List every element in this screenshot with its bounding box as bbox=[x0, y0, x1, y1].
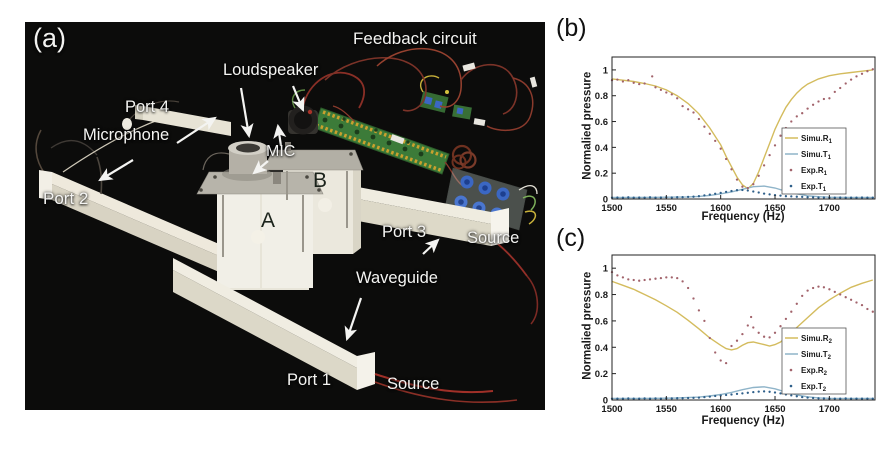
chart-b-xlabel: Frequency (Hz) bbox=[701, 211, 785, 223]
label-box-b: B bbox=[313, 169, 328, 192]
y-tick-label: 0.2 bbox=[595, 169, 608, 180]
arrow-mic-up bbox=[273, 123, 287, 147]
x-tick-label: 1500 bbox=[601, 404, 622, 415]
label-feedback-circuit: Feedback circuit bbox=[353, 29, 477, 48]
arrow-microphone-port4 bbox=[176, 116, 217, 144]
series-Exp.R2 bbox=[610, 270, 874, 365]
mic-capsule-a bbox=[273, 172, 281, 184]
port4-marker-dot bbox=[122, 118, 132, 130]
y-tick-label: 0 bbox=[603, 396, 608, 407]
x-tick-label: 1700 bbox=[819, 203, 840, 214]
panel-a-label: (a) bbox=[33, 23, 66, 53]
series-Exp.R1 bbox=[610, 68, 874, 190]
legend-entry-Exp.R1: Exp.R1 bbox=[801, 166, 828, 177]
x-tick-label: 1550 bbox=[656, 404, 677, 415]
chart-b: 1500 1550 1600 1650 1700 0 0.2 0.4 0.6 0.8 1 Simu.R… bbox=[595, 56, 876, 214]
experiment-photo-scene bbox=[25, 22, 545, 410]
label-port4: Port 4 bbox=[125, 98, 170, 116]
support-rods bbox=[222, 171, 348, 257]
chart-c: 1500 1550 1600 1650 1700 0 0.2 0.4 0.6 0.8 1 Simu.R… bbox=[595, 254, 876, 415]
arrow-loudspeaker-right bbox=[291, 85, 305, 113]
legend-entry-Simu.R2: Simu.R2 bbox=[801, 334, 833, 345]
feedback-circuit-board bbox=[313, 107, 450, 175]
arrow-port3 bbox=[422, 238, 440, 255]
y-tick-label: 0.4 bbox=[595, 143, 609, 154]
series-Exp.T1 bbox=[610, 188, 874, 199]
legend-entry-Exp.R2: Exp.R2 bbox=[801, 366, 828, 377]
label-box-a: A bbox=[261, 209, 276, 232]
label-port3: Port 3 bbox=[382, 223, 427, 241]
arrow-loudspeaker-left bbox=[239, 87, 254, 139]
x-tick-label: 1700 bbox=[819, 404, 840, 415]
arrow-mic-left bbox=[252, 160, 269, 175]
plate-screws bbox=[199, 152, 353, 192]
legend-entry-Simu.R1: Simu.R1 bbox=[801, 134, 833, 145]
arrow-microphone-probe bbox=[98, 159, 134, 182]
side-peg-b bbox=[318, 198, 332, 212]
chart-c-ylabel: Normalied pressure bbox=[581, 271, 594, 380]
label-source-bottom: Source bbox=[387, 375, 440, 393]
label-source-top: Source bbox=[467, 229, 520, 247]
x-tick-label: 1650 bbox=[764, 404, 785, 415]
chart-b-ylabel: Normalied pressure bbox=[581, 71, 594, 180]
legend-entry-Simu.T2: Simu.T2 bbox=[801, 350, 832, 361]
small-trimmer-boards bbox=[419, 75, 472, 120]
y-tick-label: 0.6 bbox=[595, 316, 608, 327]
resonator-box-a bbox=[217, 194, 313, 288]
x-tick-label: 1550 bbox=[656, 203, 677, 214]
y-tick-label: 0.2 bbox=[595, 369, 608, 380]
x-tick-label: 1500 bbox=[601, 203, 622, 214]
annotation-arrows bbox=[98, 85, 440, 342]
label-mic: MIC bbox=[266, 143, 296, 160]
label-microphone: Microphone bbox=[83, 126, 170, 144]
y-tick-label: 0 bbox=[603, 195, 608, 206]
legend-entry-Simu.T1: Simu.T1 bbox=[801, 150, 832, 161]
waveguide-port2 bbox=[39, 156, 233, 278]
y-tick-label: 0.8 bbox=[595, 290, 608, 301]
x-tick-label: 1600 bbox=[710, 404, 731, 415]
panel-c-label: (c) bbox=[556, 224, 586, 252]
legend-entry-Exp.T1: Exp.T1 bbox=[801, 182, 827, 193]
y-tick-label: 0.6 bbox=[595, 117, 608, 128]
label-port1: Port 1 bbox=[287, 371, 332, 389]
label-loudspeaker: Loudspeaker bbox=[223, 61, 319, 79]
legend-entry-Exp.T2: Exp.T2 bbox=[801, 382, 827, 393]
panel-a-photo: (a) Feedback circuit Loudspeaker Port 4 … bbox=[25, 22, 545, 410]
series-Exp.T2 bbox=[610, 390, 874, 400]
mic-capsule-b bbox=[285, 142, 291, 151]
side-peg-a bbox=[251, 230, 265, 244]
legend-box bbox=[781, 127, 847, 195]
axes-box bbox=[611, 56, 876, 200]
y-tick-label: 1 bbox=[603, 264, 609, 275]
axes-box bbox=[611, 254, 876, 401]
y-tick-label: 0.8 bbox=[595, 91, 608, 102]
chart-c-xlabel: Frequency (Hz) bbox=[701, 415, 785, 427]
panel-b-label: (b) bbox=[556, 14, 587, 42]
waveguide-port1 bbox=[173, 258, 518, 404]
label-port2: Port 2 bbox=[43, 189, 89, 208]
black-loudspeaker bbox=[288, 89, 318, 135]
y-tick-label: 0.4 bbox=[595, 343, 609, 354]
legend-box bbox=[781, 327, 847, 395]
silver-loudspeaker bbox=[222, 141, 272, 181]
label-waveguide: Waveguide bbox=[356, 269, 438, 287]
x-tick-label: 1600 bbox=[710, 203, 731, 214]
x-tick-label: 1650 bbox=[764, 203, 785, 214]
arrow-waveguide bbox=[344, 297, 363, 342]
y-tick-label: 1 bbox=[603, 65, 609, 76]
series-Simu.R2 bbox=[611, 279, 874, 351]
